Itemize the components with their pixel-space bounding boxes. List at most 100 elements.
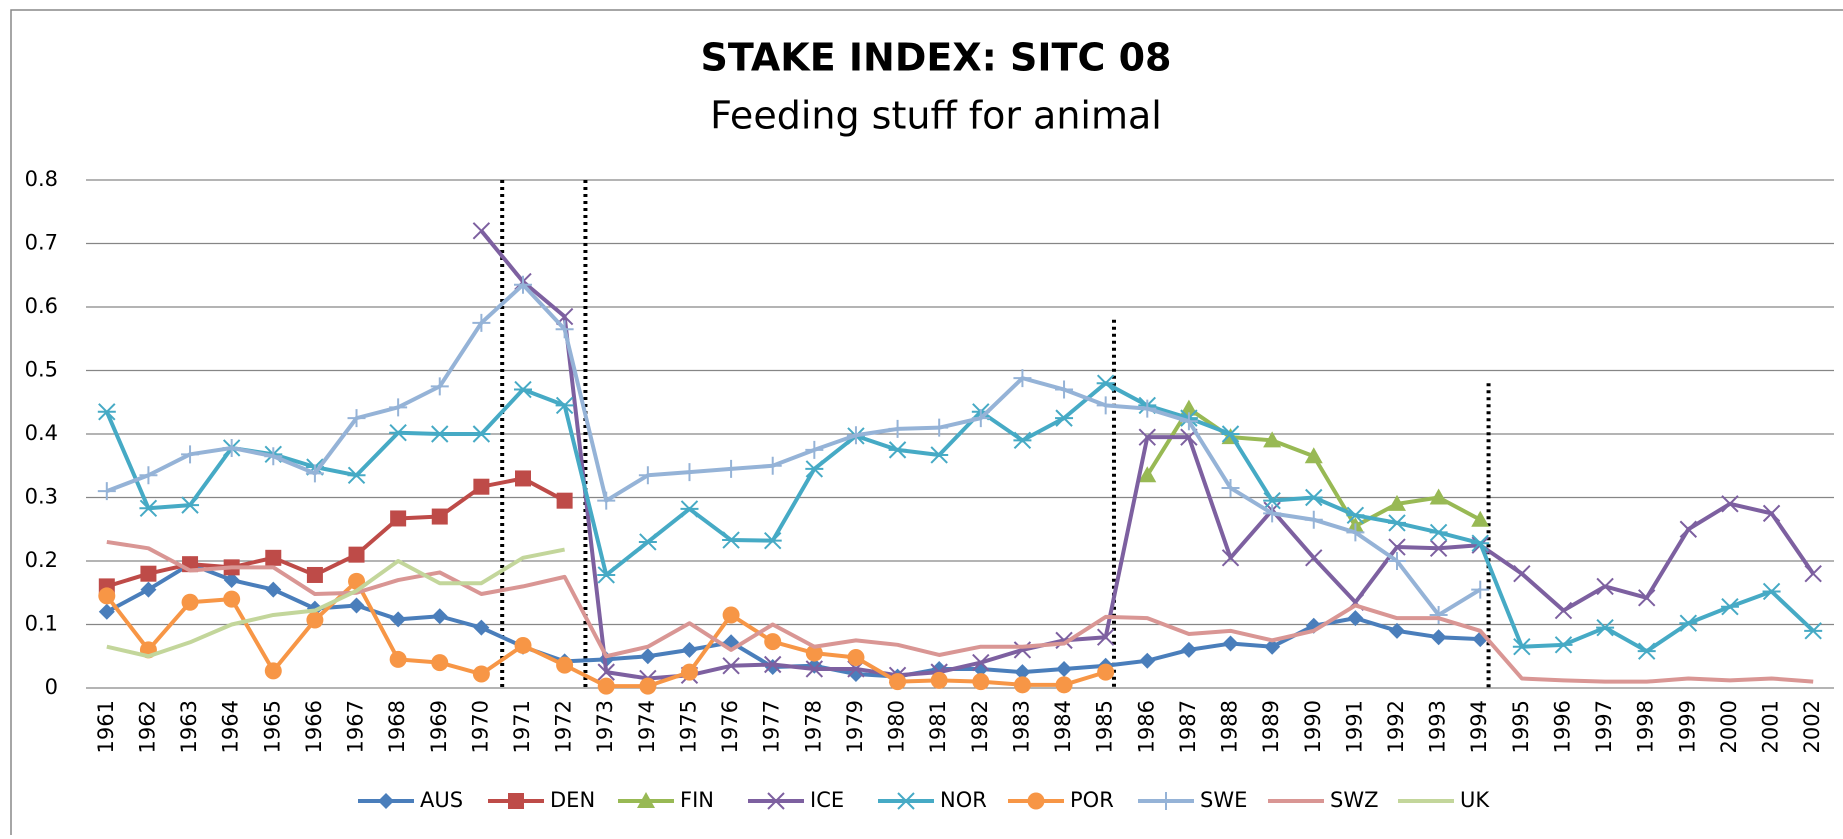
point: [1263, 491, 1282, 510]
x-tick-label: 1997: [1592, 700, 1616, 753]
x-tick-label: 1985: [1093, 700, 1117, 753]
point: [639, 648, 656, 665]
point: [1679, 520, 1698, 538]
point: [514, 380, 532, 399]
legend-label: SWE: [1200, 788, 1247, 812]
point: [597, 677, 615, 695]
point: [1304, 488, 1323, 507]
point: [680, 663, 698, 681]
point: [597, 566, 616, 584]
point: [1222, 635, 1239, 652]
point: [1139, 652, 1156, 669]
point: [637, 792, 655, 808]
point: [98, 603, 115, 620]
point: [555, 320, 574, 339]
legend-label: ICE: [810, 788, 844, 812]
x-tick-label: 1973: [593, 700, 617, 753]
point: [472, 425, 491, 443]
x-tick-label: 1964: [219, 700, 243, 753]
point: [390, 611, 407, 628]
legend-label: UK: [1460, 788, 1490, 812]
point: [889, 673, 907, 691]
point: [764, 655, 782, 674]
point: [556, 656, 574, 674]
x-tick-label: 1966: [302, 700, 326, 753]
series-line: [106, 539, 1814, 684]
point: [265, 581, 282, 598]
point: [722, 531, 741, 549]
x-tick-label: 1998: [1634, 700, 1658, 753]
point: [378, 793, 394, 809]
point: [805, 440, 824, 459]
point: [722, 606, 740, 624]
point: [1096, 374, 1115, 392]
point: [431, 608, 448, 625]
point: [1389, 622, 1405, 639]
point: [1596, 577, 1614, 596]
y-tick-label: 0.7: [25, 231, 58, 255]
point: [888, 419, 907, 438]
point: [1263, 431, 1282, 448]
x-tick-label: 1983: [1009, 700, 1033, 753]
point: [897, 792, 915, 810]
x-tick-label: 1980: [885, 700, 909, 753]
point: [348, 546, 365, 563]
x-tick-label: 1988: [1218, 700, 1242, 753]
y-tick-label: 0.5: [25, 358, 58, 382]
point: [1264, 638, 1281, 655]
x-tick-label: 1990: [1301, 700, 1325, 753]
x-tick-label: 1965: [260, 700, 284, 753]
point: [431, 508, 448, 525]
x-tick-label: 1994: [1467, 700, 1491, 753]
point: [1013, 676, 1031, 694]
point: [389, 398, 408, 417]
point: [1304, 447, 1323, 464]
point: [972, 653, 990, 672]
legend-label: AUS: [420, 788, 463, 812]
point: [1055, 380, 1074, 399]
point: [1388, 514, 1406, 532]
point: [1013, 369, 1032, 388]
point: [1346, 523, 1365, 542]
point: [1056, 660, 1073, 677]
point: [763, 456, 782, 475]
point: [847, 649, 865, 667]
point: [1637, 642, 1656, 660]
point: [430, 377, 449, 396]
point: [140, 565, 157, 582]
x-tick-label: 1993: [1426, 700, 1450, 753]
point: [264, 447, 283, 466]
point: [1013, 431, 1032, 450]
x-tick-label: 1967: [344, 700, 368, 753]
x-tick-label: 1981: [926, 700, 950, 753]
point: [140, 581, 157, 598]
point: [1554, 601, 1573, 620]
legend-label: SWZ: [1330, 788, 1378, 812]
point: [846, 426, 865, 445]
point: [1720, 598, 1739, 616]
point: [347, 466, 366, 484]
point: [1762, 504, 1781, 523]
point: [930, 418, 949, 437]
point: [97, 482, 116, 501]
point: [223, 572, 240, 589]
point: [515, 470, 531, 487]
point: [139, 466, 158, 485]
point: [514, 636, 532, 654]
point: [1429, 523, 1448, 542]
point: [1097, 663, 1115, 681]
y-tick-label: 0.3: [25, 485, 58, 509]
x-tick-label: 1979: [843, 700, 867, 753]
point: [305, 464, 324, 483]
point: [1762, 582, 1781, 601]
point: [556, 492, 573, 509]
point: [1221, 549, 1240, 567]
point: [1221, 478, 1240, 497]
point: [181, 593, 199, 611]
x-tick-label: 1975: [676, 700, 700, 753]
point: [1388, 552, 1406, 570]
point: [1157, 792, 1175, 810]
x-tick-label: 1986: [1134, 700, 1158, 753]
x-tick-label: 1968: [385, 700, 409, 753]
x-tick-label: 1987: [1176, 700, 1200, 753]
